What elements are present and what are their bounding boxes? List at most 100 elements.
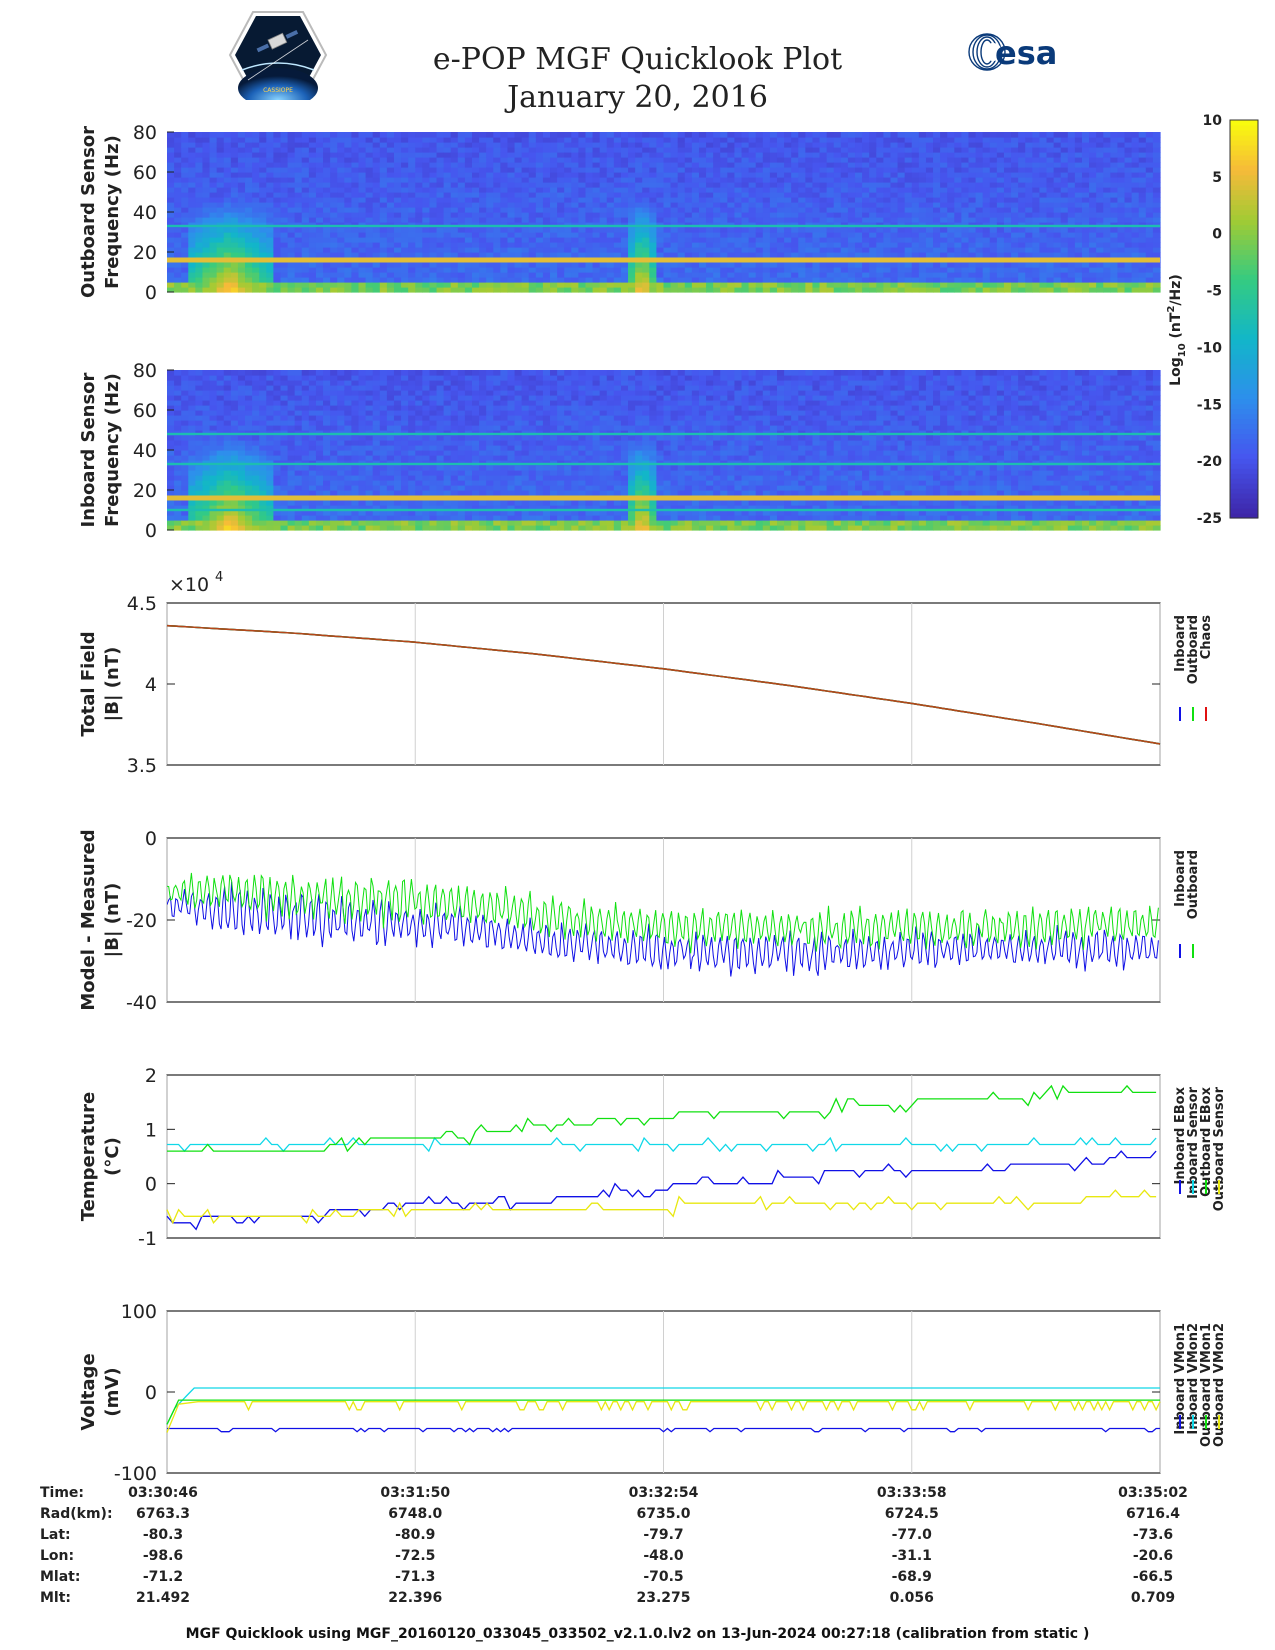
spectral-line-faint [167, 508, 1160, 512]
legend-label: Outboard VMon2 [1212, 1323, 1227, 1447]
spectral-line-strong [167, 257, 1160, 263]
colorbar-segment [1230, 493, 1258, 499]
orbit-cell: -73.6 [1133, 1527, 1173, 1543]
colorbar-segment [1230, 323, 1258, 330]
axes-model-minus-measured: -40 -20 0 [126, 828, 1161, 1014]
orbit-cell: -80.3 [143, 1527, 183, 1543]
orbit-cell: 6724.5 [885, 1506, 939, 1522]
series-line-outboard-sensor [166, 1189, 1157, 1225]
colorbar-segment [1230, 194, 1258, 201]
y-axis-label: Frequency (Hz) [102, 135, 123, 289]
y-axis-label: Model - Measured [78, 829, 99, 1010]
orbit-cell: -48.0 [643, 1548, 684, 1564]
legend-label: Inboard VMon1 [1173, 1323, 1188, 1435]
footer-caption: MGF Quicklook using MGF_20160120_033045_… [185, 1626, 1090, 1642]
colorbar-segment [1230, 428, 1258, 435]
colorbar-segment [1230, 388, 1258, 395]
series-line-outboard-vmon2 [166, 1400, 1161, 1433]
y-tick-label: 0 [145, 828, 157, 850]
orbit-row-label: Lon: [40, 1548, 74, 1564]
orbit-cell: -70.5 [643, 1569, 683, 1585]
colorbar-segment [1230, 513, 1258, 519]
colorbar-segment [1230, 438, 1258, 444]
colorbar-segment [1230, 139, 1258, 146]
legend-label: Inboard VMon2 [1186, 1323, 1201, 1435]
legend-label: Chaos [1199, 615, 1214, 659]
exponent-label: ×10 [169, 574, 209, 596]
orbit-cell: 21.492 [136, 1590, 190, 1606]
y-tick-label: 4.5 [127, 593, 157, 615]
y-axis-label: Inboard Sensor [78, 372, 99, 527]
spectral-line-faint [167, 432, 1160, 436]
colorbar-tick-label: 0 [1212, 227, 1222, 243]
colorbar-tick-label: -15 [1197, 397, 1222, 413]
y-axis-label: |B| (nT) [102, 883, 123, 958]
orbit-cell: -31.1 [892, 1548, 932, 1564]
orbit-cell: 03:30:46 [128, 1485, 198, 1501]
y-tick-label: 0 [145, 282, 157, 304]
colorbar-segment [1230, 269, 1258, 275]
y-tick-label: 20 [133, 242, 157, 264]
y-tick-label: 60 [133, 400, 157, 422]
y-axis-label: (°C) [102, 1137, 123, 1176]
colorbar-label-part: Log [1168, 357, 1184, 386]
colorbar-segment [1230, 328, 1258, 335]
y-tick-label: -1 [138, 1228, 157, 1250]
colorbar-tick-label: 5 [1212, 170, 1222, 186]
y-tick-label: 40 [133, 440, 157, 462]
colorbar-segment [1230, 284, 1258, 290]
orbit-cell: 0.709 [1131, 1590, 1175, 1606]
spectral-line-faint [167, 462, 1160, 466]
colorbar-segment [1230, 239, 1258, 245]
orbit-row-label: Lat: [40, 1527, 71, 1543]
colorbar-segment [1230, 358, 1258, 365]
series-line-outboard-ebox [167, 1084, 1157, 1153]
spectral-line-faint [167, 224, 1160, 228]
colorbar-tick-label: -25 [1197, 511, 1222, 527]
legend-label: Outboard Sensor [1212, 1086, 1227, 1211]
esa-logo-text: esa [995, 34, 1057, 72]
colorbar-segment [1230, 184, 1258, 191]
colorbar-segment [1230, 219, 1258, 226]
exponent-power: 4 [215, 570, 223, 585]
colorbar-label-part: (nT [1168, 312, 1184, 343]
colorbar-tick-label: -20 [1197, 454, 1223, 470]
colorbar-segment [1230, 264, 1258, 270]
plot-date: January 20, 2016 [507, 80, 768, 115]
series-line-inboard-sensor [167, 1136, 1157, 1153]
series-line-inboard [167, 881, 1159, 977]
colorbar-segment [1230, 378, 1258, 385]
y-tick-label: 0 [145, 520, 157, 542]
legend-label: Inboard EBox [1173, 1086, 1188, 1184]
y-tick-label: 3.5 [127, 755, 157, 777]
colorbar-segment [1230, 508, 1258, 514]
y-axis-label: Temperature [78, 1092, 99, 1221]
colorbar-segment [1230, 204, 1258, 211]
colorbar-label-part: 10 [1177, 343, 1188, 357]
colorbar-segment [1230, 353, 1258, 360]
colorbar-segment [1230, 249, 1258, 255]
y-axis-label: Voltage [78, 1353, 99, 1430]
orbit-cell: 22.396 [388, 1590, 442, 1606]
colorbar-segment [1230, 144, 1258, 151]
colorbar-segment [1230, 179, 1258, 186]
y-tick-label: 60 [133, 162, 157, 184]
colorbar-segment [1230, 199, 1258, 206]
orbit-row-label: Time: [40, 1485, 84, 1501]
plot-title: e-POP MGF Quicklook Plot [432, 42, 843, 77]
orbit-cell: 03:32:54 [629, 1485, 699, 1501]
axes-total-field: 3.5 4 4.5 ×10 4 [127, 570, 1161, 777]
y-tick-label: 2 [145, 1065, 157, 1087]
y-tick-label: -100 [114, 1463, 157, 1485]
colorbar-segment [1230, 343, 1258, 350]
legend-label: Inboard [1173, 850, 1188, 907]
colorbar-segment [1230, 299, 1258, 305]
legend-label: Inboard Sensor [1186, 1086, 1201, 1198]
colorbar-segment [1230, 408, 1258, 415]
orbit-row-label: Mlat: [40, 1569, 80, 1585]
series-line-inboard-ebox [166, 1150, 1157, 1231]
